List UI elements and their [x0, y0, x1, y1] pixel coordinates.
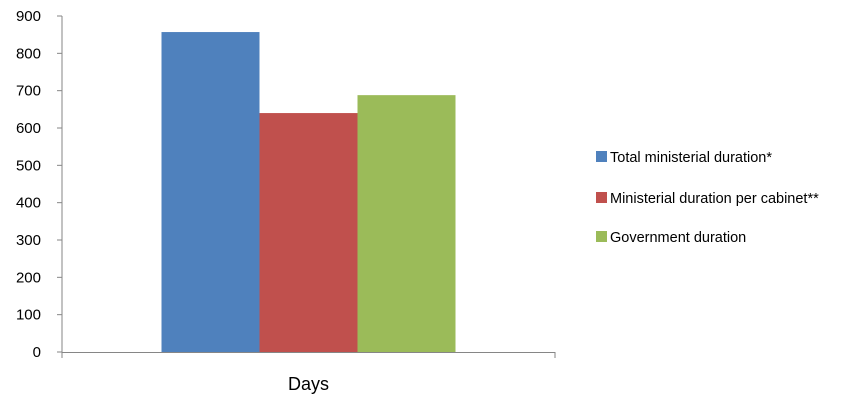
- y-tick-label: 300: [16, 232, 41, 249]
- y-tick-label: 100: [16, 307, 41, 324]
- bar-1: [161, 32, 260, 352]
- y-tick-label: 400: [16, 195, 41, 212]
- y-tick-label: 800: [16, 45, 41, 62]
- legend-swatch-2: [596, 192, 607, 203]
- legend: Total ministerial duration* Ministerial d…: [596, 150, 819, 246]
- legend-label-1: Total ministerial duration*: [610, 150, 772, 166]
- y-tick-label: 600: [16, 120, 41, 137]
- y-tick-label: 900: [16, 8, 41, 25]
- bar-3: [357, 95, 456, 352]
- bars: [161, 32, 456, 352]
- legend-label-3: Government duration: [610, 230, 746, 246]
- legend-label-2: Ministerial duration per cabinet**: [610, 191, 819, 207]
- y-tick-label: 700: [16, 83, 41, 100]
- y-tick-label: 500: [16, 157, 41, 174]
- legend-swatch-1: [596, 151, 607, 162]
- x-category-label: Days: [288, 374, 329, 394]
- y-tick-label: 0: [33, 344, 41, 361]
- bar-2: [259, 113, 358, 352]
- x-axis: Days: [61, 352, 556, 394]
- legend-swatch-3: [596, 231, 607, 242]
- y-tick-label: 200: [16, 269, 41, 286]
- y-axis: 0 100 200 300 400 500 600 700 800 900: [16, 8, 63, 361]
